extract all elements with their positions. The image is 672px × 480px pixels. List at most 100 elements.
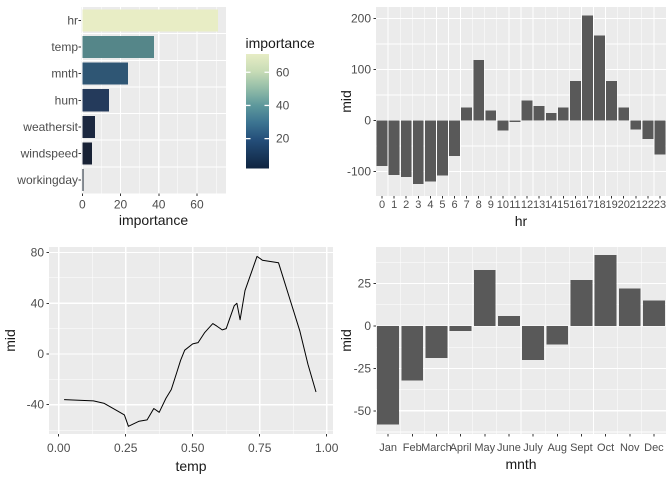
x-tick-label: 10 [497, 199, 509, 211]
y-tick-label: -50 [354, 404, 372, 418]
x-tick-label: 0.00 [47, 441, 71, 455]
bar-17 [582, 15, 593, 121]
x-tick-label: Sept [570, 442, 593, 454]
bar-5 [437, 120, 448, 176]
x-tick-label: 1.00 [315, 441, 339, 455]
bar-March [425, 326, 448, 359]
x-axis-title: importance [119, 212, 188, 228]
x-tick-label: 60 [190, 198, 204, 212]
legend-tick-label: 40 [276, 98, 290, 112]
legend-tick-label: 20 [276, 132, 290, 146]
bar-19 [606, 81, 618, 121]
x-axis-title: mnth [505, 456, 536, 472]
bar-hr [82, 9, 218, 32]
y-axis-title: mid [2, 329, 18, 352]
x-tick-label: 40 [152, 198, 166, 212]
bar-Feb [401, 326, 424, 381]
y-tick-label: 0 [364, 114, 371, 128]
x-tick-label: Dec [644, 442, 664, 454]
bar-mnth [82, 62, 129, 85]
x-tick-label: 21 [630, 199, 642, 211]
y-tick-label: hr [67, 13, 78, 27]
x-tick-label: Feb [403, 442, 422, 454]
legend-title: importance [246, 35, 315, 51]
bar-22 [642, 120, 654, 139]
bar-windspeed [82, 142, 92, 165]
x-tick-label: 20 [114, 198, 128, 212]
bar-16 [569, 81, 581, 121]
y-tick-label: workingday [16, 173, 78, 187]
bar-May [473, 270, 496, 327]
x-tick-label: Oct [597, 442, 614, 454]
x-tick-label: March [421, 442, 452, 454]
x-tick-label: 1 [391, 199, 397, 211]
bar-2 [400, 120, 412, 178]
x-tick-label: 19 [606, 199, 618, 211]
y-tick-label: -40 [27, 398, 45, 412]
x-tick-label: 7 [464, 199, 470, 211]
x-tick-label: 17 [581, 199, 593, 211]
bar-13 [533, 106, 545, 121]
x-axis-title: hr [515, 213, 528, 229]
y-tick-label: hum [55, 93, 78, 107]
x-tick-label: 0.25 [114, 441, 138, 455]
bar-1 [388, 120, 400, 176]
bar-20 [618, 107, 630, 121]
x-tick-label: 22 [642, 199, 654, 211]
y-tick-label: temp [51, 40, 78, 54]
y-tick-label: weathersit [22, 120, 78, 134]
chart-mid-by-temp: 80 40 0 -40 0.00 0.25 0.50 0.75 1.00 temp mid [2, 246, 339, 474]
bar-July [522, 326, 544, 360]
x-tick-label: 0.75 [248, 441, 272, 455]
y-tick-label: 0 [364, 319, 371, 333]
x-tick-label: April [450, 442, 472, 454]
x-tick-label: May [474, 442, 495, 454]
y-tick-label: 100 [351, 62, 371, 76]
x-tick-label: 0 [379, 199, 385, 211]
bar-6 [449, 120, 460, 157]
bar-15 [557, 107, 569, 121]
y-tick-label: windspeed [20, 147, 78, 161]
bar-9 [485, 110, 497, 121]
bar-14 [545, 112, 557, 121]
x-tick-label: 0 [79, 198, 86, 212]
x-tick-label: 13 [533, 199, 545, 211]
bar-18 [594, 35, 605, 121]
x-tick-label: June [497, 442, 521, 454]
y-tick-label: 40 [31, 296, 45, 310]
x-tick-label: 20 [618, 199, 630, 211]
x-tick-label: 9 [488, 199, 494, 211]
bar-8 [473, 59, 485, 121]
bar-Nov [618, 288, 641, 327]
bar-0 [376, 120, 388, 166]
x-tick-label: 2 [403, 199, 409, 211]
bar-7 [461, 107, 473, 121]
bar-workingday [82, 169, 84, 192]
x-tick-label: 8 [476, 199, 482, 211]
bar-Jan [377, 326, 399, 425]
x-tick-label: Nov [620, 442, 640, 454]
x-tick-label: 12 [521, 199, 533, 211]
bar-temp [82, 35, 154, 59]
bar-21 [630, 120, 642, 130]
legend-gradient-bar [246, 54, 269, 169]
y-tick-label: mnth [51, 67, 78, 81]
x-tick-label: 5 [439, 199, 445, 211]
x-tick-label: Jan [379, 442, 397, 454]
bar-weathersit [82, 115, 95, 138]
bar-11 [509, 120, 521, 123]
x-tick-label: July [523, 442, 543, 454]
x-tick-label: 16 [569, 199, 581, 211]
x-tick-label: 0.50 [181, 441, 205, 455]
bar-23 [654, 120, 666, 155]
bar-3 [412, 120, 424, 184]
bar-Aug [546, 326, 569, 345]
legend-importance: importance 60 40 20 [246, 35, 315, 169]
bar-4 [424, 120, 436, 182]
x-tick-label: 23 [654, 199, 666, 211]
x-tick-label: 18 [593, 199, 605, 211]
